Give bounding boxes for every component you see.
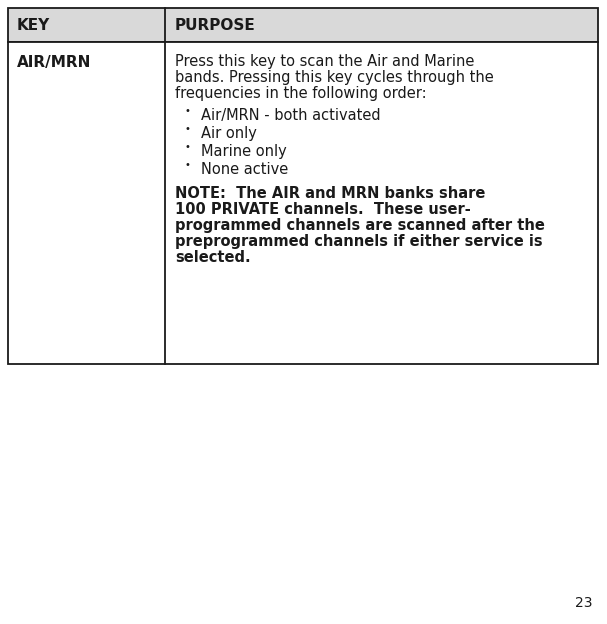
Text: programmed channels are scanned after the: programmed channels are scanned after th… — [175, 218, 545, 233]
Text: Air only: Air only — [201, 126, 257, 141]
Text: •: • — [184, 160, 190, 170]
Text: 23: 23 — [575, 596, 593, 610]
Text: Press this key to scan the Air and Marine: Press this key to scan the Air and Marin… — [175, 54, 475, 69]
Text: selected.: selected. — [175, 250, 251, 265]
Text: KEY: KEY — [17, 17, 50, 32]
Text: •: • — [184, 106, 190, 116]
Text: •: • — [184, 142, 190, 152]
Text: Marine only: Marine only — [201, 144, 287, 159]
Text: PURPOSE: PURPOSE — [175, 17, 256, 32]
Text: •: • — [184, 124, 190, 134]
Text: bands. Pressing this key cycles through the: bands. Pressing this key cycles through … — [175, 70, 493, 85]
Text: AIR/MRN: AIR/MRN — [17, 55, 92, 70]
Bar — [8, 8, 598, 42]
Text: 100 PRIVATE channels.  These user-: 100 PRIVATE channels. These user- — [175, 202, 471, 217]
Bar — [8, 42, 598, 364]
Text: None active: None active — [201, 162, 288, 177]
Text: NOTE:  The AIR and MRN banks share: NOTE: The AIR and MRN banks share — [175, 186, 486, 201]
Text: preprogrammed channels if either service is: preprogrammed channels if either service… — [175, 234, 543, 249]
Text: Air/MRN - both activated: Air/MRN - both activated — [201, 108, 381, 123]
Text: frequencies in the following order:: frequencies in the following order: — [175, 86, 427, 101]
